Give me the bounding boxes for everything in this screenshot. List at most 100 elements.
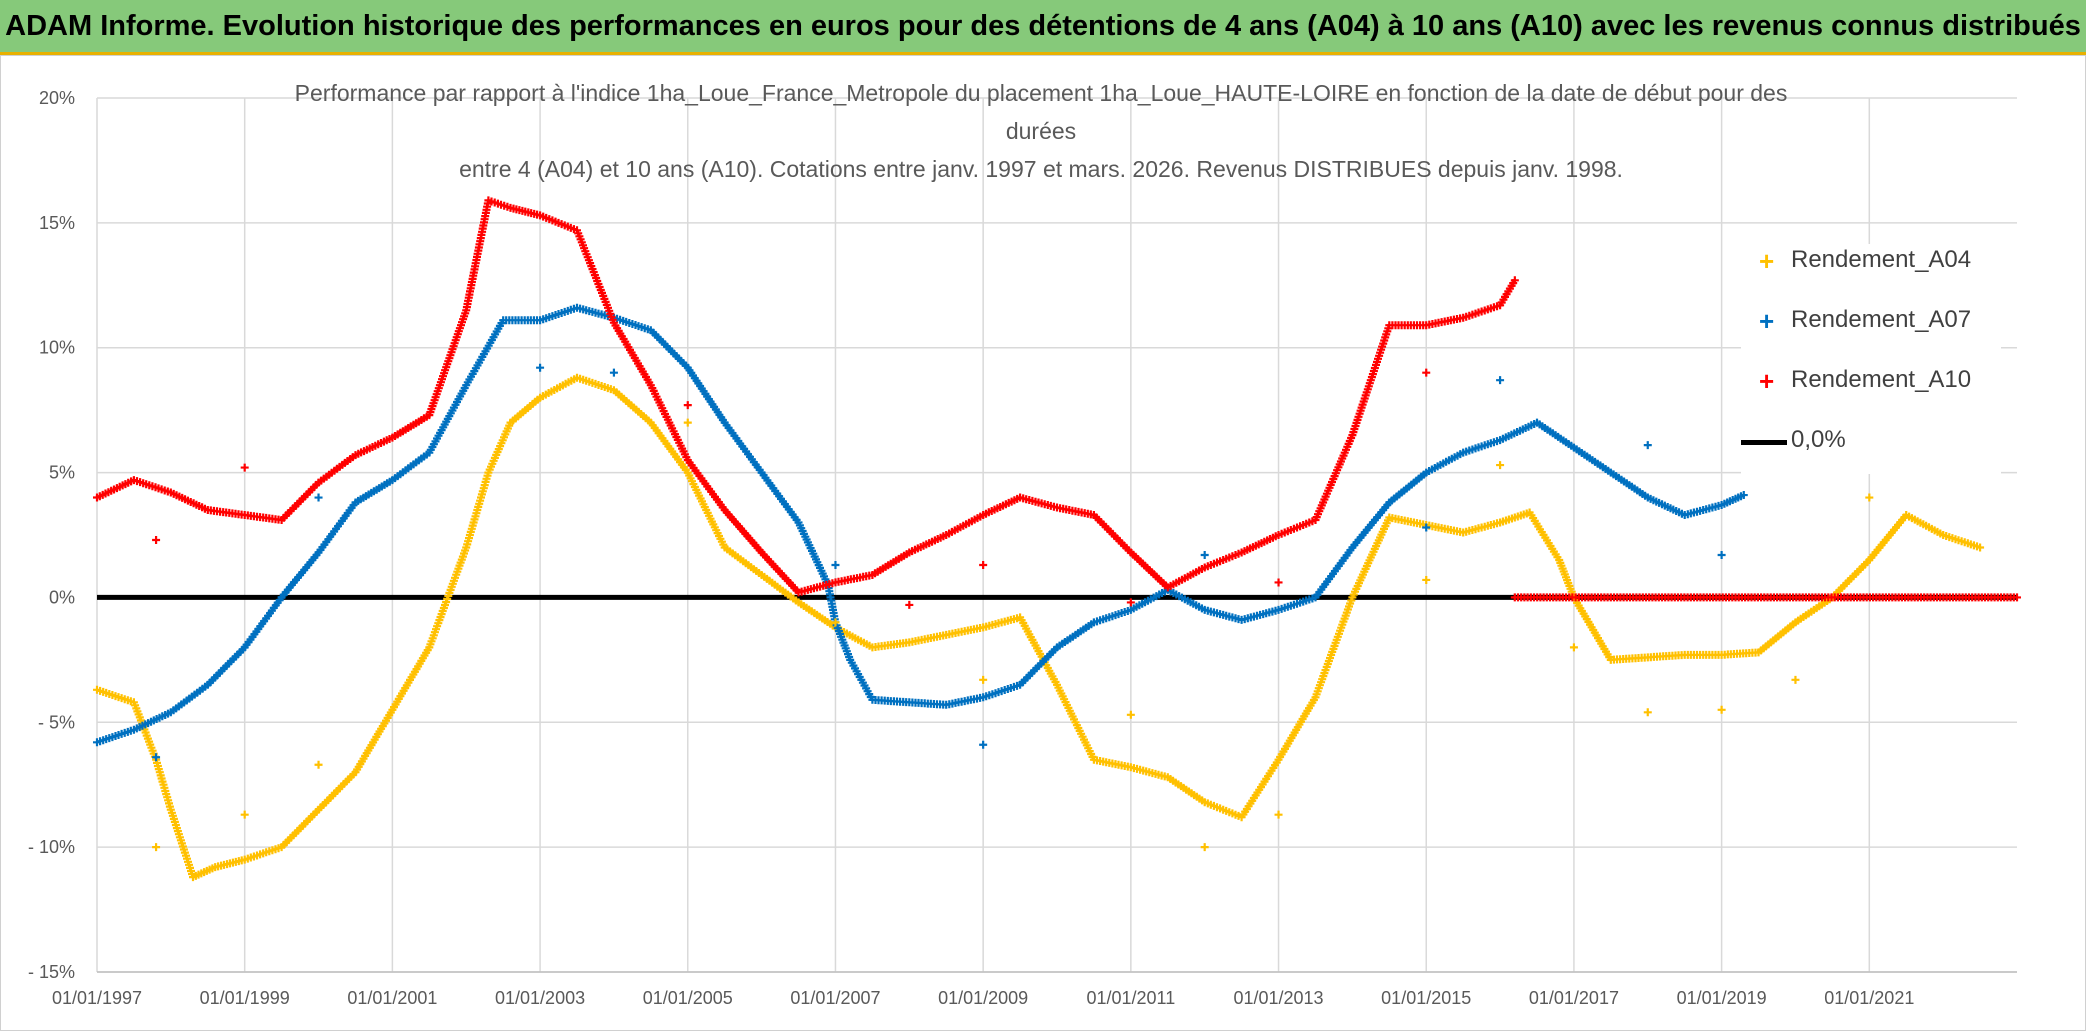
data-point-segment [1754, 620, 1797, 657]
x-tick-label: 01/01/1997 [52, 988, 142, 1008]
data-point-segment [1459, 437, 1501, 457]
series-rendement_a10 [93, 196, 1519, 597]
data-point-segment [1348, 324, 1393, 440]
outlier-point [314, 760, 323, 769]
data-point-segment [942, 624, 985, 639]
data-point-segment [277, 808, 321, 852]
data-point-segment [1496, 420, 1539, 445]
data-point-segment [425, 546, 470, 652]
data-point-segment [240, 511, 283, 524]
legend-item-a07: + Rendement_A07 [1741, 304, 2001, 338]
data-point-segment [203, 645, 247, 689]
outlier-point [1200, 550, 1209, 559]
data-point-segment [1348, 516, 1392, 602]
chart-area: 20% 15% 10% 5% 0% - 5% - 10% - 15% 01/01/1997 01/… [0, 55, 2086, 1031]
data-point-segment [1496, 279, 1518, 310]
data-point [1976, 543, 1985, 552]
data-point-segment [1274, 517, 1317, 539]
data-point-segment [1053, 503, 1095, 519]
data-point-segment [1680, 650, 1723, 659]
data-point-segment [1126, 587, 1169, 614]
outlier-point [152, 753, 161, 762]
data-point-segment [1089, 607, 1132, 627]
series [93, 196, 2021, 882]
data-point-segment [1016, 645, 1059, 689]
data-point-segment [388, 412, 431, 442]
data-point-segment [1200, 798, 1243, 820]
data-point-segment [831, 571, 874, 587]
data-point-segment [1510, 593, 2018, 602]
data-point-segment [240, 844, 283, 864]
outlier-point [979, 560, 988, 569]
data-point-segment [1200, 549, 1243, 572]
outliers-rendement_a10 [152, 368, 1431, 609]
data-point-segment [1053, 680, 1097, 761]
outlier-point [1496, 461, 1505, 470]
data-point-segment [1496, 509, 1531, 527]
data-point-segment [388, 646, 432, 714]
outlier-point [152, 535, 161, 544]
data-point-segment [93, 685, 135, 706]
x-tick-label: 01/01/2011 [1086, 988, 1175, 1008]
data-point-segment [1555, 556, 1577, 599]
data-point-segment [425, 384, 469, 457]
legend-label-a04: Rendement_A04 [1791, 246, 1972, 273]
data-point-segment [1274, 696, 1318, 764]
data-point-segment [573, 373, 615, 394]
data-point-segment [646, 418, 690, 474]
outlier-point [314, 493, 323, 502]
data-point-segment [1385, 513, 1428, 529]
data-point-segment [1902, 511, 1945, 538]
data-point-segment [1680, 501, 1723, 519]
header-banner: ADAM Informe. Evolution historique des p… [0, 0, 2086, 55]
data-point-segment [129, 709, 172, 734]
data-point-segment [1016, 493, 1058, 511]
data-point-segment [1200, 605, 1243, 624]
data-point-segment [462, 199, 492, 315]
outlier-point [1422, 368, 1431, 377]
plus-marker-icon: + [1759, 306, 1775, 336]
legend-label-zero: 0,0% [1791, 426, 1846, 453]
data-point-segment [757, 548, 801, 595]
data-point-segment [1163, 773, 1207, 805]
data-point-segment [506, 395, 542, 427]
data-point-segment [536, 304, 578, 325]
data-point-segment [573, 226, 617, 324]
data-point-segment [868, 638, 911, 652]
data-point-segment [1237, 606, 1280, 624]
outlier-point [240, 463, 249, 472]
data-point-segment [1717, 648, 1760, 659]
data-point-segment [905, 698, 948, 709]
data-point-segment [351, 708, 395, 777]
data-point-segment [166, 805, 196, 878]
chart-legend: + Rendement_A04 + Rendement_A07 + Rendem… [1741, 244, 2001, 474]
legend-item-a10: + Rendement_A10 [1741, 364, 2001, 398]
chart-title-line-2: durées [1005, 118, 1077, 144]
data-point-segment [720, 418, 764, 474]
data-point-segment [1791, 595, 1834, 627]
data-point-segment [609, 386, 653, 425]
data-point-segment [240, 596, 284, 652]
data-point-segment [1525, 508, 1562, 562]
y-tick-label: 0% [49, 587, 75, 607]
data-point-segment [1939, 531, 1981, 551]
outlier-point [1569, 643, 1578, 652]
data-point-segment [351, 477, 394, 507]
report-title: ADAM Informe. Evolution historique des p… [5, 10, 2081, 42]
outlier-point [683, 418, 692, 427]
data-point-segment [1237, 758, 1281, 822]
data-point-segment [905, 532, 948, 557]
outlier-point [536, 363, 545, 372]
series-rendement_a10_zero_tail [1510, 593, 2021, 602]
data-point-segment [646, 381, 691, 462]
y-tick-label: - 15% [28, 962, 75, 982]
outlier-point [1422, 575, 1431, 584]
legend-item-a04: + Rendement_A04 [1741, 244, 2001, 278]
x-tick-label: 01/01/2009 [938, 988, 1028, 1008]
data-point-segment [1459, 519, 1501, 537]
data-point-segment [1311, 596, 1356, 702]
outliers-rendement_a04 [152, 418, 1874, 852]
data-point-segment [905, 631, 948, 647]
data-point-segment [314, 770, 358, 814]
data-point-segment [93, 477, 136, 502]
